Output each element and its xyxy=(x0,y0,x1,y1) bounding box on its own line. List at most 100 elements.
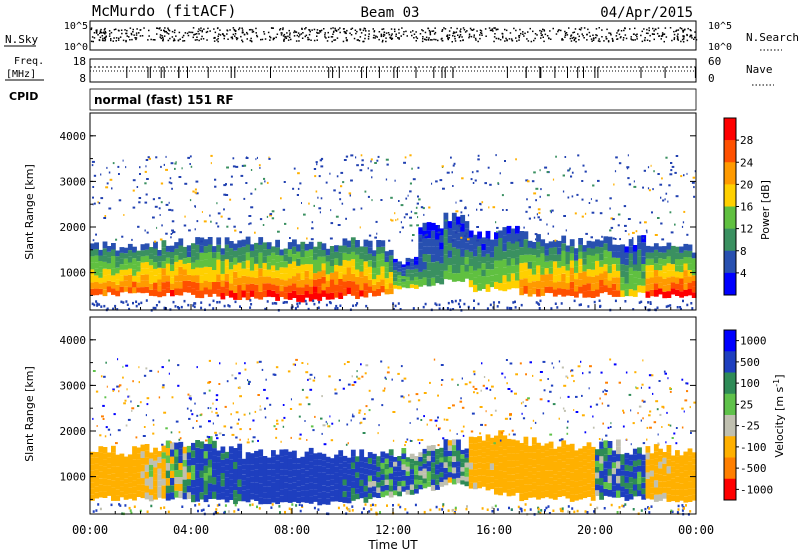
echo-cell xyxy=(443,479,449,486)
echo-cell xyxy=(582,472,588,479)
echo-cell xyxy=(447,272,453,280)
echo-cell xyxy=(111,288,116,295)
echo-cell xyxy=(283,292,289,300)
noise-point xyxy=(543,30,546,32)
echo-cell xyxy=(271,496,276,503)
echo-cell xyxy=(439,452,445,458)
echo-cell xyxy=(258,291,264,300)
echo-cell xyxy=(98,272,104,278)
echo-cell xyxy=(384,469,390,475)
echo-cell xyxy=(460,223,466,232)
near-range-echo xyxy=(406,511,409,515)
scatter-echo xyxy=(420,439,424,441)
echo-cell xyxy=(574,248,579,255)
echo-cell xyxy=(405,276,411,281)
noise-point xyxy=(217,37,219,40)
scatter-echo xyxy=(609,207,611,210)
scatter-echo xyxy=(410,210,413,213)
echo-cell xyxy=(519,486,525,494)
echo-cell xyxy=(473,277,478,285)
noise-point xyxy=(124,29,126,31)
echo-cell xyxy=(279,279,285,286)
echo-cell xyxy=(308,475,314,483)
echo-cell xyxy=(161,485,167,492)
echo-cell xyxy=(132,275,137,282)
noise-point xyxy=(276,33,279,35)
scatter-echo xyxy=(292,187,295,190)
echo-cell xyxy=(136,271,142,277)
echo-cell xyxy=(300,287,306,295)
scatter-echo xyxy=(244,368,247,371)
scatter-echo xyxy=(305,396,309,399)
echo-cell xyxy=(174,483,179,491)
scatter-echo xyxy=(398,200,400,202)
scatter-echo xyxy=(225,183,227,186)
echo-cell xyxy=(393,457,398,462)
echo-cell xyxy=(170,258,175,265)
echo-cell xyxy=(561,235,567,244)
scatter-echo xyxy=(320,197,323,200)
scatter-echo xyxy=(378,424,380,427)
scatter-echo xyxy=(642,400,646,403)
echo-cell xyxy=(296,244,301,252)
echo-cell xyxy=(245,489,251,496)
near-range-echo xyxy=(371,503,374,507)
noise-point xyxy=(162,39,164,42)
noise-point xyxy=(646,28,648,31)
noise-point xyxy=(382,39,384,42)
noise-point xyxy=(454,40,457,42)
scatter-echo xyxy=(108,207,112,210)
echo-cell xyxy=(603,461,609,469)
echo-cell xyxy=(199,283,205,291)
scatter-echo xyxy=(628,183,632,186)
echo-cell xyxy=(565,451,571,459)
scatter-echo xyxy=(539,371,543,373)
echo-cell xyxy=(418,279,424,287)
noise-right-tick-bottom: 10^0 xyxy=(708,42,732,53)
echo-cell xyxy=(233,490,238,498)
echo-cell xyxy=(207,475,213,484)
scatter-echo xyxy=(160,201,163,204)
echo-cell xyxy=(308,447,314,455)
scatter-echo xyxy=(247,438,249,441)
noise-point xyxy=(564,36,566,38)
noise-point xyxy=(223,37,225,40)
near-range-echo xyxy=(120,300,123,304)
echo-cell xyxy=(132,287,137,294)
echo-cell xyxy=(98,266,104,273)
echo-cell xyxy=(170,463,175,471)
near-range-echo xyxy=(537,302,540,305)
near-range-echo xyxy=(451,300,454,304)
echo-cell xyxy=(397,461,402,466)
echo-cell xyxy=(338,245,344,253)
noise-point xyxy=(472,29,474,31)
echo-cell xyxy=(649,459,655,465)
echo-cell xyxy=(178,259,184,267)
echo-cell xyxy=(262,468,268,474)
echo-cell xyxy=(207,237,213,245)
scatter-echo xyxy=(118,173,120,175)
noise-point xyxy=(421,29,423,31)
near-range-echo xyxy=(587,305,590,308)
scatter-echo xyxy=(256,156,258,159)
echo-cell xyxy=(565,264,571,271)
noise-point xyxy=(616,38,619,40)
echo-cell xyxy=(300,456,306,463)
echo-cell xyxy=(329,252,335,260)
echo-cell xyxy=(552,493,558,500)
echo-cell xyxy=(662,463,668,470)
echo-cell xyxy=(506,249,512,258)
scatter-echo xyxy=(437,226,440,229)
echo-cell xyxy=(359,467,365,474)
noise-point xyxy=(304,35,306,38)
scatter-echo xyxy=(458,225,462,228)
scatter-echo xyxy=(663,370,666,373)
scatter-echo xyxy=(170,162,174,165)
echo-cell xyxy=(569,274,575,282)
echo-cell xyxy=(140,274,146,281)
noise-point xyxy=(197,30,199,33)
noise-point xyxy=(546,35,549,37)
echo-cell xyxy=(207,467,213,476)
echo-cell xyxy=(582,264,588,272)
scatter-echo xyxy=(247,379,249,382)
